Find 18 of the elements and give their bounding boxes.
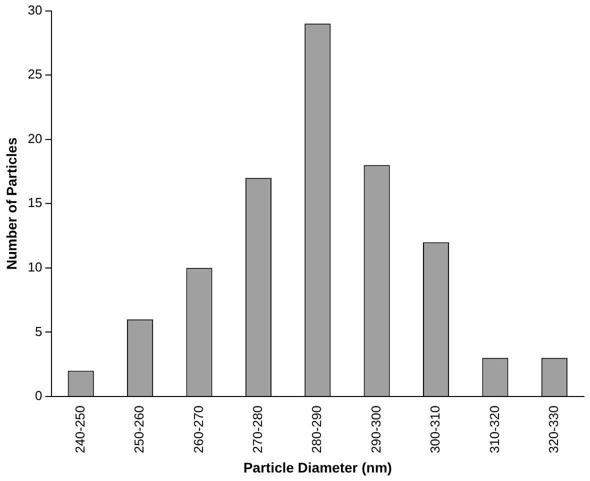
x-tick-label: 240-250 (72, 405, 88, 454)
y-tick-label: 5 (35, 324, 42, 339)
y-tick-label: 25 (28, 66, 42, 82)
y-tick-label: 10 (28, 260, 42, 275)
x-tick-label: 310-320 (486, 405, 502, 454)
y-tick-label: 20 (28, 130, 42, 146)
x-tick-label: 270-280 (250, 405, 266, 454)
x-tick-label: 290-300 (368, 405, 384, 454)
x-tick-label: 260-270 (190, 405, 206, 454)
x-tick-label: 320-330 (546, 405, 561, 454)
x-tick-label: 280-290 (309, 405, 324, 454)
x-tick-label: 250-260 (132, 405, 147, 454)
y-tick-label: 30 (28, 2, 42, 18)
x-tick-label: 300-310 (428, 405, 443, 454)
y-axis-title: Number of Particles (3, 137, 20, 270)
y-tick-label: 0 (35, 388, 42, 404)
x-axis-title: Particle Diameter (nm) (243, 459, 392, 476)
y-tick-label: 15 (28, 195, 42, 210)
